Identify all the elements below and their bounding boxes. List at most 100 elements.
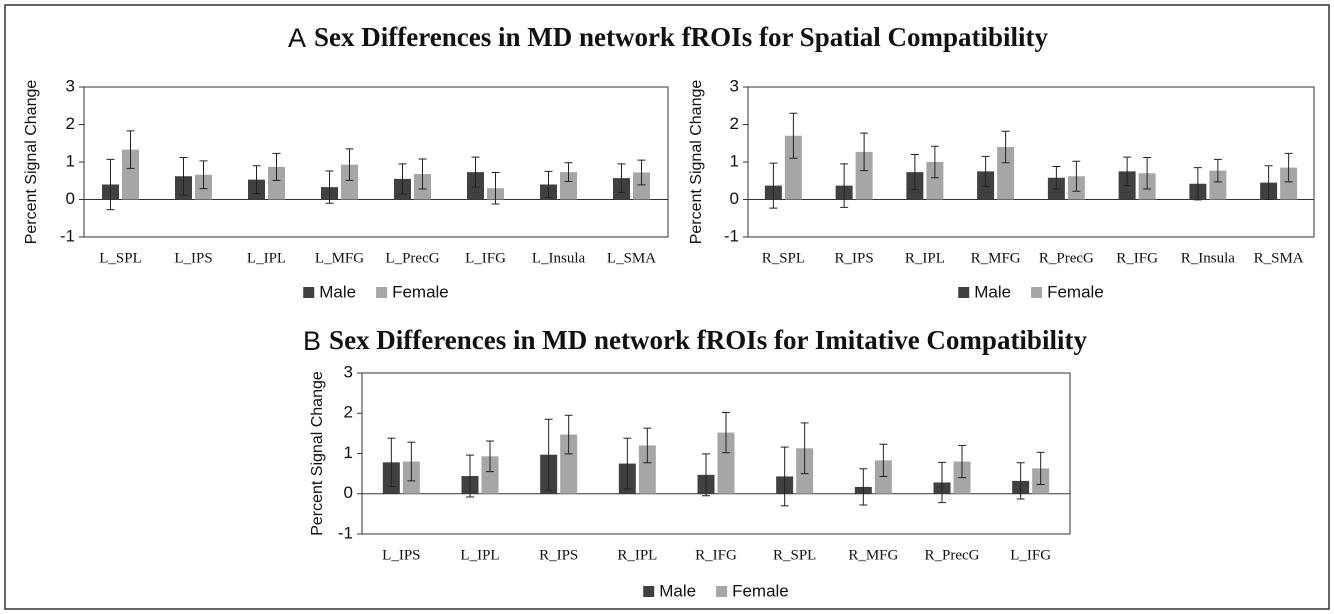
panel-label: B xyxy=(303,326,321,356)
error-bar xyxy=(252,165,261,194)
x-tick-label: R_SPL xyxy=(762,250,805,266)
y-tick-label: 1 xyxy=(66,151,75,170)
x-tick-label: R_IPL xyxy=(617,547,657,563)
error-bar xyxy=(126,130,135,169)
error-bar xyxy=(491,172,500,205)
error-bar xyxy=(1284,152,1293,183)
plot-area xyxy=(361,372,1071,535)
error-bar xyxy=(958,444,966,479)
bar xyxy=(481,456,499,494)
bar xyxy=(560,434,578,494)
x-tick-label: L_PrecG xyxy=(385,250,439,266)
y-tick-label: -1 xyxy=(338,523,353,542)
error-bar xyxy=(471,156,480,188)
legend-swatch xyxy=(376,287,388,298)
y-tick-label: -1 xyxy=(60,226,75,245)
y-tick-label: 3 xyxy=(730,76,739,95)
error-bar xyxy=(800,422,809,475)
error-bar xyxy=(930,145,939,179)
x-tick-label: R_IFG xyxy=(1116,250,1158,266)
bar xyxy=(638,445,656,494)
error-bar xyxy=(199,160,208,190)
bar xyxy=(341,164,358,200)
x-tick-label: R_SMA xyxy=(1254,250,1304,266)
error-bar xyxy=(466,454,474,498)
error-bar xyxy=(1264,165,1273,200)
legend-swatch xyxy=(303,287,315,298)
x-tick-label: R_IPS xyxy=(835,250,874,266)
figure-border xyxy=(4,4,1330,610)
error-bar xyxy=(179,157,188,196)
error-bar xyxy=(1213,158,1222,183)
error-bar xyxy=(418,158,427,190)
x-tick-label: L_IPS xyxy=(382,547,420,563)
error-bar xyxy=(840,163,849,208)
bar xyxy=(1280,167,1298,200)
error-bar xyxy=(1072,160,1081,192)
y-tick-label: 1 xyxy=(730,151,739,170)
bar xyxy=(633,172,650,200)
error-bar xyxy=(623,437,632,490)
error-bar xyxy=(486,440,494,473)
panel-label: A xyxy=(288,23,306,53)
error-bar xyxy=(1193,167,1202,201)
x-tick-label: L_SPL xyxy=(99,250,142,266)
y-tick-label: 1 xyxy=(344,443,353,462)
error-bar xyxy=(398,163,407,195)
y-tick-label: 2 xyxy=(730,114,739,133)
x-tick-label: L_Insula xyxy=(532,250,586,266)
error-bar xyxy=(617,163,626,193)
error-bar xyxy=(769,162,778,209)
error-bar xyxy=(1143,157,1152,190)
error-bar xyxy=(106,158,115,211)
y-tick-label: 3 xyxy=(344,362,353,381)
legend-swatch xyxy=(716,586,728,597)
x-tick-label: L_IPS xyxy=(174,250,212,266)
x-tick-label: L_SMA xyxy=(607,250,656,266)
chart-title: Sex Differences in MD network fROIs for … xyxy=(329,325,1087,355)
error-bar xyxy=(910,154,919,191)
x-tick-label: R_MFG xyxy=(971,250,1021,266)
legend-label: Male xyxy=(659,581,696,600)
error-bar xyxy=(1036,451,1045,485)
error-bar xyxy=(780,446,789,507)
x-tick-label: R_Insula xyxy=(1181,250,1236,266)
legend-label: Female xyxy=(732,581,789,600)
plot-area xyxy=(747,86,1315,238)
bar xyxy=(784,135,802,200)
bar xyxy=(717,432,735,494)
error-bar xyxy=(879,443,888,477)
error-bar xyxy=(564,162,573,182)
y-tick-label: 2 xyxy=(66,114,75,133)
legend-swatch xyxy=(1031,287,1043,298)
chart-title: Sex Differences in MD network fROIs for … xyxy=(314,22,1048,52)
x-tick-label: L_IPL xyxy=(460,547,499,563)
error-bar xyxy=(938,461,946,504)
error-bar xyxy=(1123,156,1132,187)
y-axis-label: Percent Signal Change xyxy=(309,371,326,536)
error-bar xyxy=(1001,130,1010,164)
bar xyxy=(874,460,892,494)
legend-label: Male xyxy=(319,282,356,301)
error-bar xyxy=(1052,166,1061,190)
bar xyxy=(855,151,873,200)
x-tick-label: R_SPL xyxy=(773,547,816,563)
error-bar xyxy=(564,414,573,455)
legend-swatch xyxy=(643,586,655,597)
error-bar xyxy=(387,437,396,488)
bar xyxy=(1209,170,1227,200)
x-tick-label: L_IFG xyxy=(465,250,506,266)
y-tick-label: 0 xyxy=(66,189,75,208)
x-tick-label: L_IFG xyxy=(1010,547,1051,563)
error-bar xyxy=(272,152,281,181)
bar xyxy=(560,172,577,200)
error-bar xyxy=(702,453,710,497)
error-bar xyxy=(407,441,416,482)
x-tick-label: L_IPL xyxy=(247,250,286,266)
legend-label: Female xyxy=(392,282,449,301)
x-tick-label: R_IFG xyxy=(695,547,737,563)
y-tick-label: 3 xyxy=(66,76,75,95)
error-bar xyxy=(860,132,869,172)
y-tick-label: 0 xyxy=(344,483,353,502)
